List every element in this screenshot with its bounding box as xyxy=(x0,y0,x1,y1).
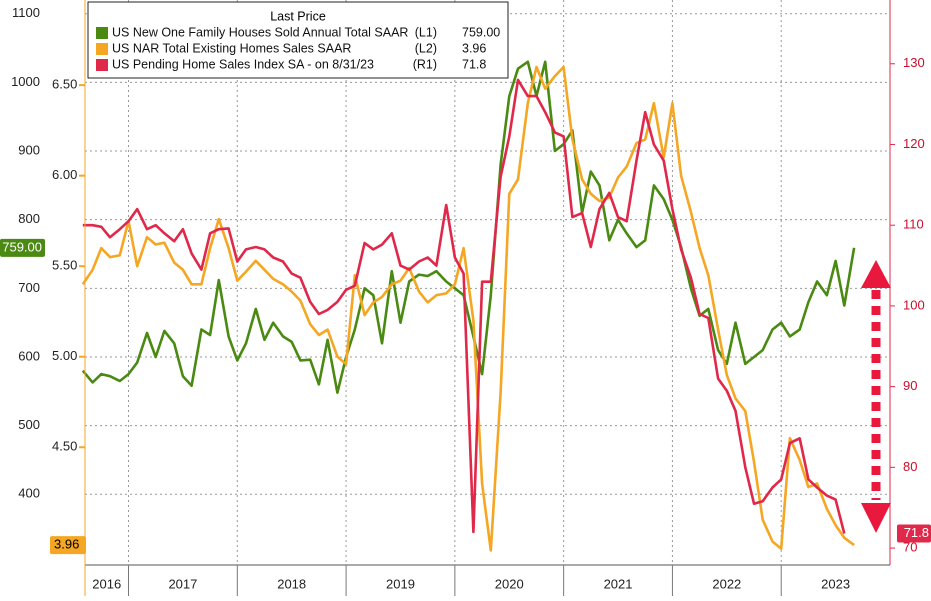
x-tick-label: 2021 xyxy=(604,576,633,591)
last-value-label: 71.8 xyxy=(904,525,929,540)
x-tick-label: 2022 xyxy=(712,576,741,591)
legend-axis: (R1) xyxy=(413,57,437,71)
last-value-label: 759.00 xyxy=(2,239,42,254)
y3-tick-label: 4.50 xyxy=(52,439,77,454)
legend-label: US NAR Total Existing Homes Sales SAAR xyxy=(112,41,351,55)
series-line xyxy=(82,78,846,534)
y2-tick-label: 100 xyxy=(903,297,925,312)
y-tick-label: 900 xyxy=(18,142,40,157)
legend-axis: (L2) xyxy=(415,41,437,55)
y-tick-label: 500 xyxy=(18,417,40,432)
y3-tick-label: 5.50 xyxy=(52,258,77,273)
y-tick-label: 600 xyxy=(18,348,40,363)
legend-swatch xyxy=(96,43,108,55)
y-tick-label: 1000 xyxy=(11,74,40,89)
last-value-tag xyxy=(0,238,45,257)
legend-value: 3.96 xyxy=(462,41,486,55)
x-tick-label: 2017 xyxy=(168,576,197,591)
legend-box xyxy=(87,1,509,79)
legend-value: 759.00 xyxy=(462,25,500,39)
y-tick-label: 700 xyxy=(18,280,40,295)
legend-axis: (L1) xyxy=(415,25,437,39)
last-value-tag xyxy=(50,536,86,555)
legend-title: Last Price xyxy=(270,9,326,23)
x-tick-label: 2019 xyxy=(386,576,415,591)
legend-value: 71.8 xyxy=(462,57,486,71)
legend-swatch xyxy=(96,59,108,71)
last-value-tag xyxy=(897,524,931,543)
series-line xyxy=(81,65,855,552)
y3-tick-label: 6.00 xyxy=(52,167,77,182)
y3-tick-label: 5.00 xyxy=(52,348,77,363)
y2-tick-label: 110 xyxy=(903,217,924,232)
arrow-head-down xyxy=(861,503,891,533)
x-tick-label: 2020 xyxy=(495,576,524,591)
x-tick-label: 2018 xyxy=(277,576,306,591)
legend-label: US New One Family Houses Sold Annual Tot… xyxy=(112,25,408,39)
y2-tick-label: 80 xyxy=(903,459,917,474)
y2-tick-label: 120 xyxy=(903,136,925,151)
y3-tick-label: 6.50 xyxy=(52,77,77,92)
y2-tick-label: 90 xyxy=(903,378,917,393)
arrow-annotation xyxy=(861,260,891,533)
y-tick-label: 800 xyxy=(18,211,40,226)
y2-tick-label: 130 xyxy=(903,55,925,70)
legend-label: US Pending Home Sales Index SA - on 8/31… xyxy=(112,57,374,71)
y-tick-label: 1100 xyxy=(12,5,40,20)
y2-tick-label: 70 xyxy=(903,539,917,554)
arrow-head-up xyxy=(861,260,891,288)
x-tick-label: 2023 xyxy=(821,576,850,591)
plot-lines xyxy=(81,60,856,552)
y-tick-label: 400 xyxy=(18,486,40,501)
legend: Last Price US New One Family Houses Sold… xyxy=(87,1,509,79)
last-value-label: 3.96 xyxy=(54,537,79,552)
x-tick-label: 2016 xyxy=(92,576,121,591)
legend-swatch xyxy=(96,27,108,39)
